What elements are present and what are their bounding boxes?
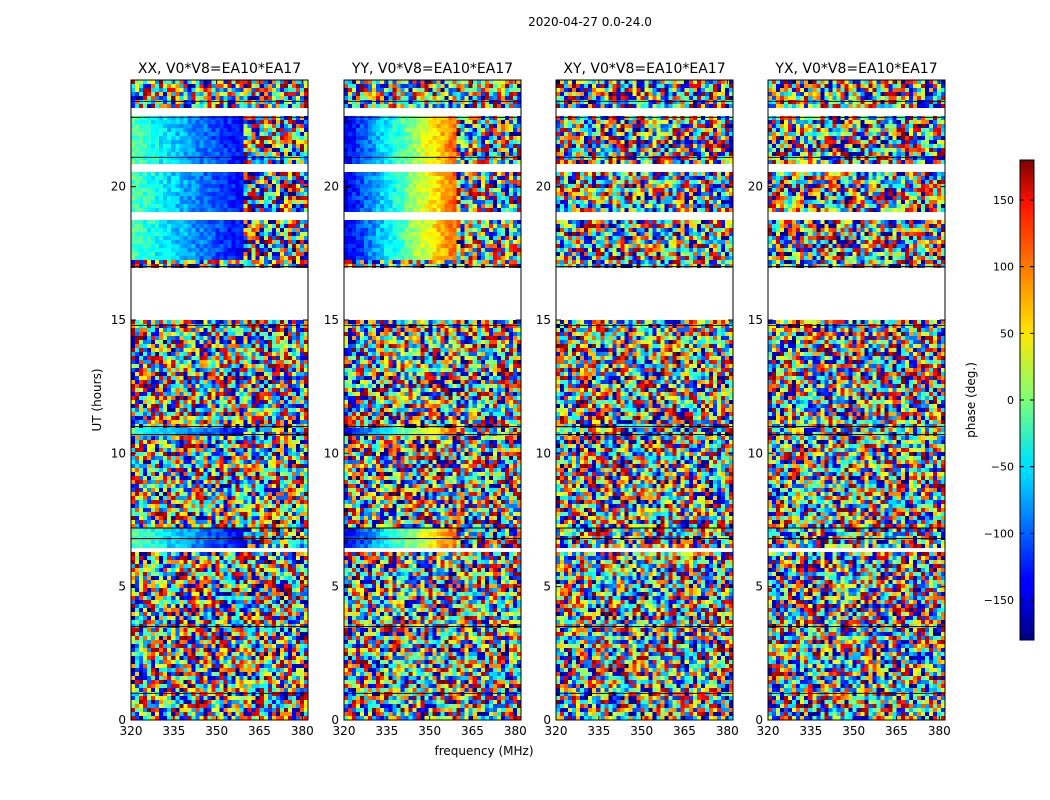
y-tick-label: 10 — [748, 446, 763, 460]
x-tick-label: 365 — [885, 724, 908, 738]
x-tick-label: 350 — [842, 724, 865, 738]
y-tick-label: 0 — [331, 713, 339, 727]
y-tick-label: 5 — [543, 580, 551, 594]
panel-xy: XY, V0*V8=EA10*EA17 320 335 350 365 380 0 5 10 15… — [536, 61, 739, 738]
x-tick-label: 335 — [799, 724, 822, 738]
colorbar-label: phase (deg.) — [964, 362, 978, 438]
y-tick-label: 15 — [748, 313, 763, 327]
y-tick-label: 5 — [118, 580, 126, 594]
x-tick-label: 365 — [673, 724, 696, 738]
panel-title: YX, V0*V8=EA10*EA17 — [774, 61, 937, 77]
x-tick-label: 350 — [418, 724, 441, 738]
figure-suptitle: 2020-04-27 0.0-24.0 — [528, 15, 652, 29]
y-tick-label: 0 — [755, 713, 763, 727]
panel-frame — [130, 79, 309, 721]
panel-xx: XX, V0*V8=EA10*EA17 320 335 350 365 380 0 5 10 15… — [111, 61, 314, 738]
x-tick-label: 320 — [333, 724, 356, 738]
y-tick-label: 15 — [536, 313, 551, 327]
panel-frame — [343, 79, 522, 721]
x-tick-label: 365 — [248, 724, 271, 738]
phase-heatmap — [344, 80, 521, 720]
x-tick-label: 335 — [375, 724, 398, 738]
panel-frame — [767, 79, 946, 721]
panel-title: XX, V0*V8=EA10*EA17 — [138, 61, 301, 77]
y-tick-label: 10 — [324, 446, 339, 460]
x-tick-label: 365 — [461, 724, 484, 738]
x-tick-label: 380 — [291, 724, 314, 738]
x-tick-label: 335 — [587, 724, 610, 738]
x-axis-label: frequency (MHz) — [434, 744, 533, 758]
x-tick-label: 380 — [504, 724, 527, 738]
panel-yy: YY, V0*V8=EA10*EA17 320 335 350 365 380 0 5 10 15… — [324, 61, 527, 738]
colorbar-tick-label: 0 — [1007, 394, 1014, 407]
phase-heatmap — [556, 80, 733, 720]
y-tick-label: 0 — [543, 713, 551, 727]
y-tick-label: 20 — [111, 180, 126, 194]
x-tick-label: 320 — [757, 724, 780, 738]
y-tick-label: 10 — [111, 446, 126, 460]
y-tick-label: 5 — [331, 580, 339, 594]
panel-frame — [555, 79, 734, 721]
y-tick-label: 15 — [111, 313, 126, 327]
panels: XX, V0*V8=EA10*EA17 320 335 350 365 380 0 5 10 15… — [111, 61, 951, 738]
panel-title: XY, V0*V8=EA10*EA17 — [563, 61, 725, 77]
colorbar-tick-label: −50 — [991, 461, 1014, 474]
x-tick-label: 350 — [630, 724, 653, 738]
colorbar-tick-label: −100 — [984, 527, 1014, 540]
y-tick-label: 0 — [118, 713, 126, 727]
colorbar-tick-label: 50 — [1000, 327, 1014, 340]
y-tick-label: 15 — [324, 313, 339, 327]
colorbar-tick-label: −150 — [984, 594, 1014, 607]
x-tick-label: 320 — [120, 724, 143, 738]
colorbar-tick-label: 150 — [993, 194, 1014, 207]
y-tick-label: 20 — [748, 180, 763, 194]
panel-yx: YX, V0*V8=EA10*EA17 320 335 350 365 380 0 5 10 15… — [748, 61, 951, 738]
colorbar-ticks: −150 −100 −50 0 50 100 150 — [984, 194, 1034, 607]
phase-heatmap — [768, 80, 945, 720]
phase-heatmap — [131, 80, 308, 720]
y-tick-label: 20 — [536, 180, 551, 194]
x-tick-label: 350 — [205, 724, 228, 738]
colorbar-tick-label: 100 — [993, 261, 1014, 274]
x-tick-label: 380 — [716, 724, 739, 738]
y-tick-label: 5 — [755, 580, 763, 594]
y-tick-label: 10 — [536, 446, 551, 460]
y-tick-label: 20 — [324, 180, 339, 194]
x-tick-label: 380 — [928, 724, 951, 738]
y-axis-label: UT (hours) — [90, 368, 104, 431]
x-tick-label: 320 — [545, 724, 568, 738]
panel-title: YY, V0*V8=EA10*EA17 — [351, 61, 513, 77]
colorbar: −150 −100 −50 0 50 100 150 phase (deg.) — [964, 159, 1035, 641]
x-tick-label: 335 — [162, 724, 185, 738]
